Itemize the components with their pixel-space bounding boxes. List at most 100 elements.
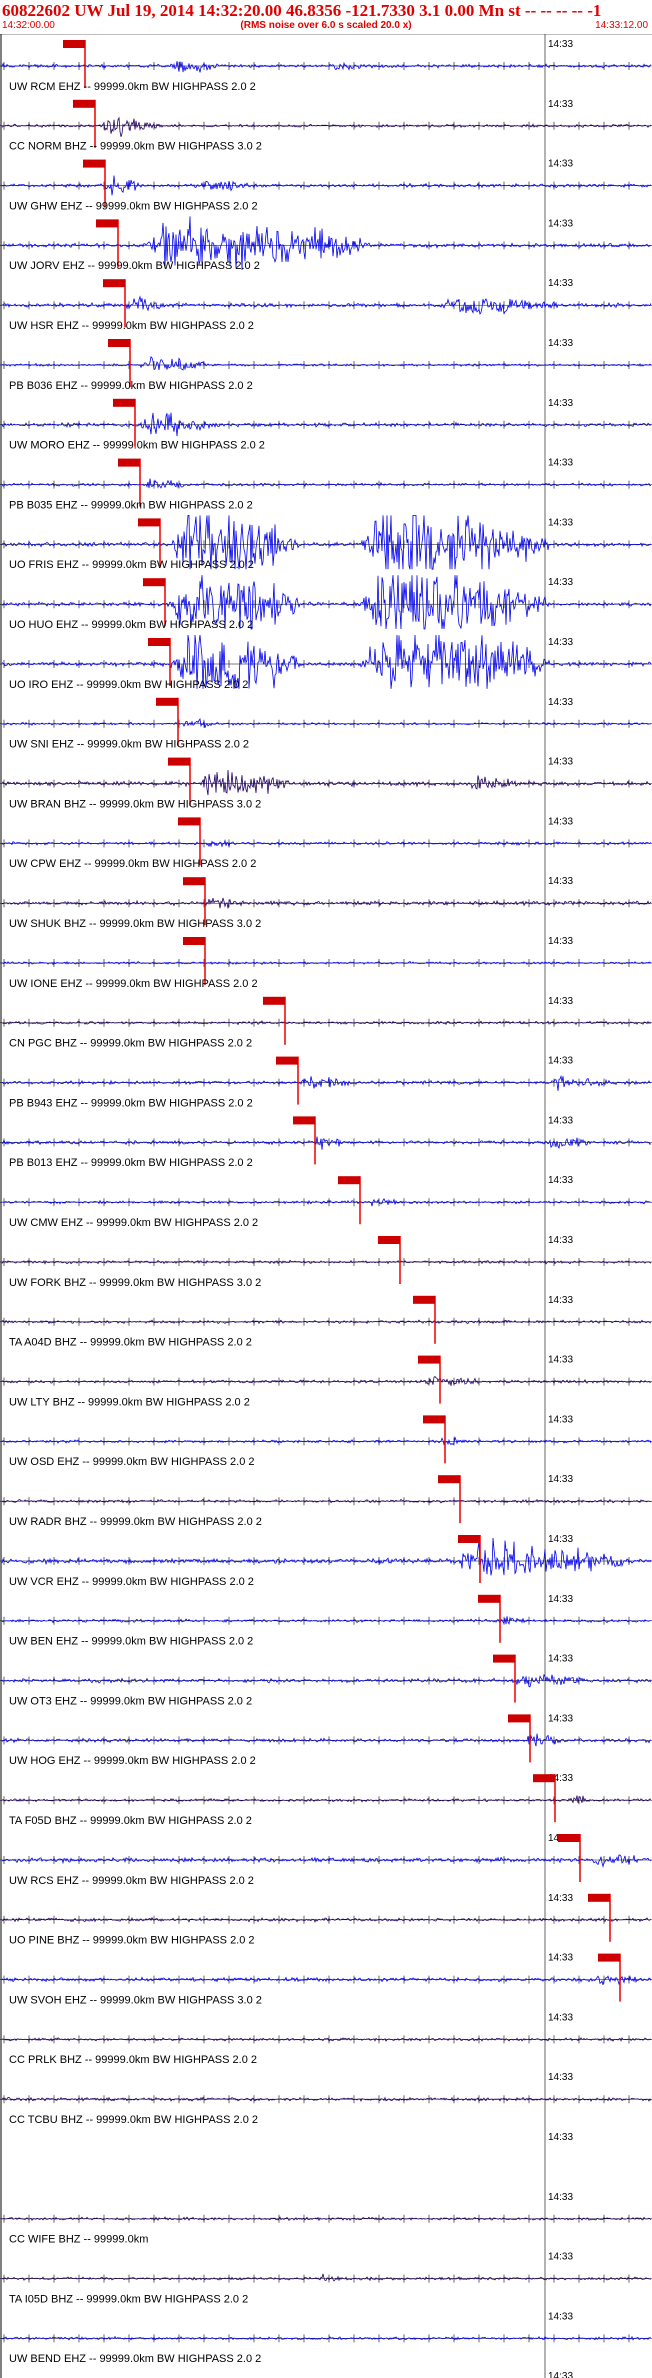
station-label: CN PGC BHZ -- 99999.0km BW HIGHPASS 2.0 … [9, 1038, 252, 1050]
waveform [2, 1020, 652, 1026]
seismogram-panel: 14:33 UW RCM EHZ -- 99999.0km BW HIGHPASS… [0, 34, 652, 2378]
minute-label: 14:33 [548, 2132, 573, 2143]
pick-flag [508, 1714, 530, 1723]
minute-label: 14:33 [548, 996, 573, 1007]
waveform [1, 634, 652, 689]
pick-flag [118, 458, 140, 467]
station-label: UW GHW EHZ -- 99999.0km BW HIGHPASS 2.0 … [9, 200, 258, 212]
pick-flag [138, 518, 160, 527]
minute-label: 14:33 [548, 876, 573, 887]
pick-flag [183, 937, 205, 945]
station-label: UW VCR EHZ -- 99999.0km BW HIGHPASS 2.0 … [9, 1576, 254, 1588]
station-label: CC NORM BHZ -- 99999.0km BW HIGHPASS 3.0… [9, 141, 262, 153]
waveform [1, 1975, 652, 1986]
minute-label: 14:33 [548, 757, 573, 768]
station-label: UW SNI EHZ -- 99999.0km BW HIGHPASS 2.0 … [9, 739, 249, 751]
station-label: UW OT3 EHZ -- 99999.0km BW HIGHPASS 2.0 … [9, 1695, 252, 1707]
minute-label: 14:33 [548, 2252, 573, 2263]
pick-flag [413, 1295, 435, 1304]
waveform [1, 355, 652, 371]
minute-label: 14:33 [548, 1953, 573, 1964]
station-label: CC WIFE BHZ -- 99999.0km [9, 2234, 148, 2246]
waveform [1, 1616, 651, 1625]
pick-flag [423, 1415, 445, 1424]
minute-label: 14:33 [548, 458, 573, 469]
station-label: UW BEND EHZ -- 99999.0km BW HIGHPASS 2.0… [9, 2353, 261, 2365]
waveform [1, 1436, 652, 1446]
end-time: 14:33:12.00 [595, 20, 648, 31]
station-label: UW IONE EHZ -- 99999.0km BW HIGHPASS 2.0… [9, 978, 258, 990]
event-title: 60822602 UW Jul 19, 2014 14:32:20.00 46.… [2, 1, 602, 20]
pick-flag [293, 1116, 315, 1125]
station-label: UW SVOH EHZ -- 99999.0km BW HIGHPASS 3.0… [9, 1994, 262, 2006]
pick-flag [148, 638, 170, 646]
waveform [1, 769, 652, 796]
minute-label: 14:33 [548, 1414, 573, 1425]
pick-flag [458, 1535, 480, 1543]
minute-label: 14:33 [548, 1713, 573, 1724]
pick-flag [478, 1594, 500, 1603]
minute-label: 14:33 [548, 1654, 573, 1665]
waveform [1, 216, 652, 271]
minute-label: 14:33 [548, 816, 573, 827]
pick-flag [263, 996, 285, 1005]
minute-label: 14:33 [548, 39, 573, 50]
minute-label: 14:33 [548, 697, 573, 708]
pick-flag [588, 1893, 610, 1902]
minute-label: 14:33 [548, 1175, 573, 1186]
pick-flag [156, 697, 178, 706]
station-label: UO IRO EHZ -- 99999.0km BW HIGHPASS 2.0 … [9, 679, 248, 691]
waveform [1, 960, 652, 966]
station-label: TA I05D BHZ -- 99999.0km BW HIGHPASS 2.0… [9, 2293, 248, 2305]
station-label: TA A04D BHZ -- 99999.0km BW HIGHPASS 2.0… [9, 1337, 252, 1349]
waveform [1, 1074, 652, 1091]
pick-flag [558, 1834, 580, 1842]
pick-flag [73, 99, 95, 108]
minute-label: 14:33 [548, 2371, 573, 2378]
station-label: UW RCM EHZ -- 99999.0km BW HIGHPASS 2.0 … [9, 81, 256, 93]
minute-label: 14:33 [548, 1534, 573, 1545]
station-label: UW RADR BHZ -- 99999.0km BW HIGHPASS 2.0… [9, 1516, 262, 1528]
scale-subtitle: (RMS noise over 6.0 s scaled 20.0 x) [240, 20, 412, 31]
minute-label: 14:33 [548, 2192, 573, 2203]
plot-header: 60822602 UW Jul 19, 2014 14:32:20.00 46.… [0, 0, 652, 35]
minute-label: 14:33 [548, 338, 573, 349]
waveform [1, 2096, 652, 2103]
waveform [1, 1795, 652, 1804]
station-label: UW BEN EHZ -- 99999.0km BW HIGHPASS 2.0 … [9, 1636, 253, 1648]
waveform [1, 2273, 652, 2282]
pick-flag [338, 1176, 360, 1185]
station-label: UW SHUK BHZ -- 99999.0km BW HIGHPASS 3.0… [9, 918, 261, 930]
station-label: UW MORO EHZ -- 99999.0km BW HIGHPASS 2.0… [9, 440, 265, 452]
waveform [1, 1854, 652, 1868]
pick-flag [378, 1236, 400, 1244]
pick-flag [183, 877, 205, 886]
station-label: UW RCS EHZ -- 99999.0km BW HIGHPASS 2.0 … [9, 1875, 254, 1887]
waveform [1, 718, 652, 728]
station-label: PB B943 EHZ -- 99999.0km BW HIGHPASS 2.0… [9, 1097, 253, 1109]
station-label: UW JORV EHZ -- 99999.0km BW HIGHPASS 2.0… [9, 260, 260, 272]
station-label: PB B036 EHZ -- 99999.0km BW HIGHPASS 2.0… [9, 380, 253, 392]
minute-label: 14:33 [548, 1056, 573, 1067]
minute-label: 14:33 [548, 2311, 573, 2322]
minute-label: 14:33 [548, 577, 573, 588]
minute-label: 14:33 [548, 218, 573, 229]
pick-flag [96, 219, 118, 228]
minute-label: 14:33 [548, 1115, 573, 1126]
minute-label: 14:33 [548, 278, 573, 289]
pick-flag [598, 1953, 620, 1962]
waveform [1, 116, 652, 137]
minute-label: 14:33 [548, 1295, 573, 1306]
waveform [2, 897, 652, 909]
pick-flag [103, 279, 125, 288]
minute-label: 14:33 [548, 1235, 573, 1246]
station-label: PB B035 EHZ -- 99999.0km BW HIGHPASS 2.0… [9, 499, 253, 511]
waveform [1, 1375, 652, 1386]
station-label: TA F05D BHZ -- 99999.0km BW HIGHPASS 2.0… [9, 1815, 252, 1827]
minute-label: 14:33 [548, 1594, 573, 1605]
station-label: UW BRAN BHZ -- 99999.0km BW HIGHPASS 3.0… [9, 798, 261, 810]
minute-label: 14:33 [548, 1773, 573, 1784]
minute-label: 14:33 [548, 398, 573, 409]
waveform [1, 1537, 652, 1576]
waveform [1, 1733, 652, 1747]
